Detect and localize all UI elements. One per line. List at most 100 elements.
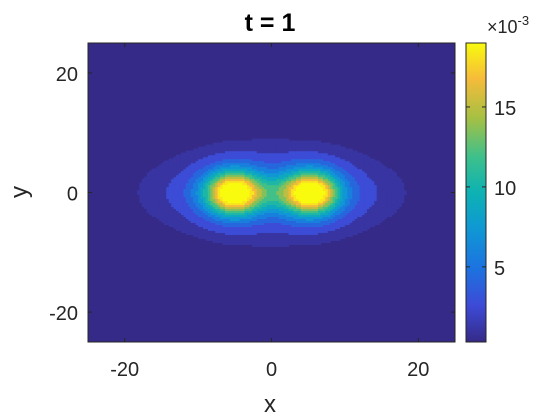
heatmap-cell	[337, 168, 341, 172]
heatmap-cell	[180, 154, 185, 158]
heatmap-cell	[371, 212, 375, 216]
heatmap-cell	[317, 208, 322, 212]
heatmap-cell	[234, 160, 238, 164]
heatmap-cell	[283, 178, 287, 182]
heatmap-cell	[210, 228, 214, 231]
heatmap-cell	[317, 164, 322, 168]
heatmap-cell	[313, 180, 317, 184]
heatmap-cell	[330, 160, 334, 164]
heatmap-cell	[178, 178, 182, 182]
heatmap-cell	[202, 228, 207, 231]
heatmap-cell	[156, 178, 160, 182]
heatmap-cell	[322, 156, 326, 160]
heatmap-cell	[269, 234, 273, 237]
heatmap-cell	[222, 150, 226, 154]
heatmap-cell	[141, 200, 145, 204]
heatmap-cell	[327, 170, 331, 174]
heatmap-cell	[295, 226, 300, 229]
heatmap-cell	[251, 168, 255, 172]
heatmap-cell	[298, 140, 302, 144]
heatmap-cell	[278, 140, 282, 144]
heatmap-cell	[249, 146, 253, 150]
heatmap-cell	[225, 242, 229, 245]
heatmap-cell	[313, 198, 317, 202]
heatmap-cell	[308, 210, 312, 214]
heatmap-cell	[173, 164, 177, 168]
heatmap-cell	[210, 198, 214, 202]
heatmap-cell	[322, 176, 326, 180]
heatmap-cell	[386, 184, 390, 188]
heatmap-cell	[371, 218, 375, 221]
heatmap-cell	[227, 194, 231, 198]
heatmap-cell	[369, 218, 373, 221]
heatmap-cell	[185, 178, 189, 182]
heatmap-cell	[232, 160, 236, 164]
heatmap-cell	[286, 236, 290, 239]
heatmap-cell	[283, 176, 287, 180]
heatmap-cell	[163, 176, 167, 180]
heatmap-cell	[249, 192, 253, 196]
heatmap-cell	[317, 150, 322, 154]
heatmap-cell	[264, 196, 268, 200]
heatmap-cell	[222, 166, 226, 170]
heatmap-cell	[161, 216, 165, 220]
heatmap-cell	[330, 224, 334, 227]
heatmap-cell	[364, 226, 368, 229]
heatmap-cell	[259, 206, 263, 210]
heatmap-cell	[149, 202, 153, 206]
heatmap-cell	[254, 164, 258, 168]
heatmap-cell	[386, 172, 390, 176]
heatmap-cell	[335, 182, 339, 186]
heatmap-cell	[163, 166, 167, 170]
heatmap-cell	[298, 242, 302, 245]
heatmap-cell	[303, 240, 307, 243]
heatmap-cell	[386, 202, 390, 206]
heatmap-cell	[185, 204, 189, 208]
heatmap-cell	[202, 176, 207, 180]
heatmap-cell	[342, 186, 346, 190]
heatmap-cell	[266, 174, 270, 178]
heatmap-cell	[269, 166, 273, 170]
heatmap-cell	[193, 162, 197, 166]
heatmap-cell	[271, 228, 275, 231]
heatmap-cell	[330, 154, 334, 158]
heatmap-cell	[188, 210, 192, 214]
heatmap-cell	[278, 200, 282, 204]
heatmap-cell	[212, 236, 216, 239]
heatmap-cell	[283, 140, 287, 144]
heatmap-cell	[362, 170, 366, 174]
heatmap-cell	[190, 186, 194, 190]
heatmap-cell	[354, 192, 358, 196]
heatmap-cell	[332, 184, 336, 188]
heatmap-cell	[264, 240, 268, 243]
heatmap-cell	[300, 168, 304, 172]
heatmap-cell	[291, 186, 295, 190]
heatmap-cell	[227, 166, 231, 170]
heatmap-cell	[242, 166, 246, 170]
heatmap-cell	[171, 198, 175, 202]
heatmap-cell	[222, 162, 226, 166]
heatmap-cell	[212, 216, 216, 220]
heatmap-cell	[261, 154, 265, 158]
heatmap-cell	[352, 224, 356, 227]
heatmap-cell	[317, 148, 322, 152]
heatmap-cell	[369, 196, 373, 200]
heatmap-cell	[200, 160, 204, 164]
heatmap-cell	[139, 190, 143, 194]
heatmap-cell	[168, 170, 172, 174]
heatmap-cell	[249, 154, 253, 158]
heatmap-cell	[227, 160, 231, 164]
heatmap-cell	[327, 188, 331, 192]
heatmap-cell	[244, 142, 248, 146]
heatmap-cell	[278, 146, 282, 150]
heatmap-cell	[195, 230, 199, 233]
heatmap-cell	[288, 194, 292, 198]
heatmap-cell	[305, 232, 309, 235]
heatmap-cell	[237, 168, 241, 172]
heatmap-cell	[384, 180, 388, 184]
heatmap-cell	[229, 184, 233, 188]
heatmap-cell	[295, 228, 300, 231]
heatmap-cell	[340, 156, 344, 160]
heatmap-cell	[332, 202, 336, 206]
heatmap-cell	[261, 222, 265, 225]
